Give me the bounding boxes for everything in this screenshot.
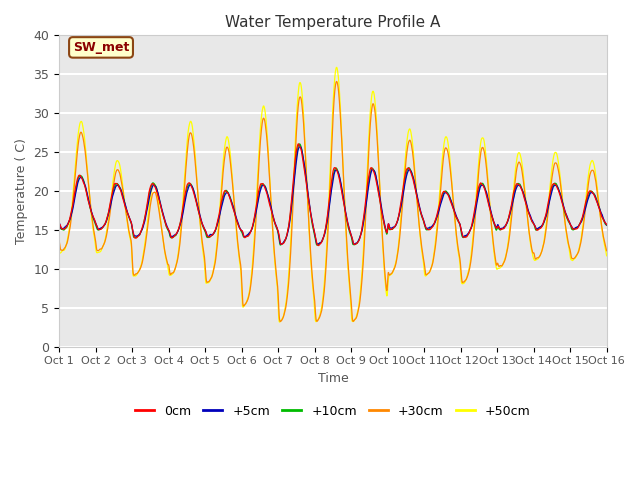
+10cm bbox=[296, 141, 303, 147]
Line: 0cm: 0cm bbox=[59, 144, 607, 246]
+30cm bbox=[55, 239, 63, 244]
+30cm bbox=[150, 190, 158, 195]
+30cm bbox=[276, 319, 284, 324]
+50cm bbox=[603, 253, 611, 259]
+10cm bbox=[118, 189, 125, 195]
+50cm bbox=[533, 256, 541, 262]
+5cm bbox=[593, 196, 600, 202]
0cm bbox=[150, 182, 158, 188]
0cm bbox=[533, 228, 541, 233]
+50cm bbox=[289, 191, 297, 196]
+50cm bbox=[118, 174, 125, 180]
+5cm bbox=[289, 191, 297, 196]
0cm bbox=[294, 141, 302, 147]
0cm bbox=[603, 222, 611, 228]
+30cm bbox=[289, 202, 297, 208]
+30cm bbox=[118, 180, 125, 185]
X-axis label: Time: Time bbox=[317, 372, 348, 385]
+30cm bbox=[333, 79, 340, 84]
+5cm bbox=[296, 144, 304, 150]
+5cm bbox=[603, 222, 611, 228]
0cm bbox=[118, 191, 125, 197]
0cm bbox=[593, 197, 600, 203]
Y-axis label: Temperature ( C): Temperature ( C) bbox=[15, 138, 28, 244]
+5cm bbox=[118, 189, 125, 194]
+50cm bbox=[333, 64, 340, 70]
+50cm bbox=[55, 250, 63, 256]
Legend: 0cm, +5cm, +10cm, +30cm, +50cm: 0cm, +5cm, +10cm, +30cm, +50cm bbox=[130, 400, 536, 423]
0cm bbox=[314, 243, 322, 249]
0cm bbox=[55, 221, 63, 227]
+10cm bbox=[55, 222, 63, 228]
+30cm bbox=[593, 181, 600, 187]
+30cm bbox=[265, 168, 273, 174]
+50cm bbox=[265, 163, 273, 169]
+10cm bbox=[265, 197, 273, 203]
+50cm bbox=[593, 176, 600, 182]
Line: +10cm: +10cm bbox=[59, 144, 607, 245]
+5cm bbox=[533, 226, 541, 232]
Line: +5cm: +5cm bbox=[59, 147, 607, 244]
Line: +30cm: +30cm bbox=[59, 82, 607, 322]
+10cm bbox=[603, 222, 611, 228]
0cm bbox=[265, 200, 273, 205]
+10cm bbox=[150, 181, 158, 187]
+5cm bbox=[150, 182, 158, 188]
Text: SW_met: SW_met bbox=[73, 41, 129, 54]
+10cm bbox=[593, 195, 600, 201]
+50cm bbox=[276, 319, 284, 325]
+10cm bbox=[289, 188, 297, 194]
Title: Water Temperature Profile A: Water Temperature Profile A bbox=[225, 15, 440, 30]
+5cm bbox=[265, 196, 273, 202]
+10cm bbox=[313, 242, 321, 248]
+30cm bbox=[533, 255, 541, 261]
Line: +50cm: +50cm bbox=[59, 67, 607, 322]
+30cm bbox=[603, 248, 611, 253]
+5cm bbox=[55, 220, 63, 226]
0cm bbox=[289, 182, 297, 188]
+5cm bbox=[277, 241, 285, 247]
+10cm bbox=[533, 227, 541, 232]
+50cm bbox=[150, 181, 158, 187]
